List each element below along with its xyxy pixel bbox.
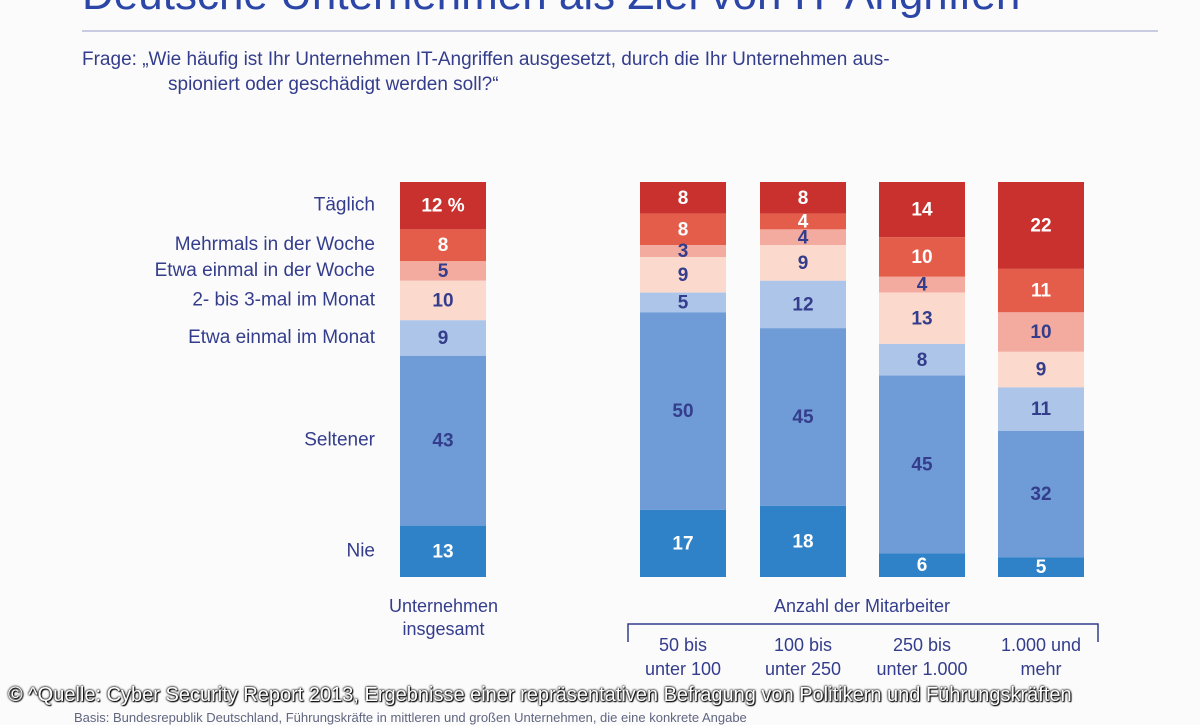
chart-title: Deutsche Unternehmen als Ziel von IT-Ang…: [82, 0, 1020, 20]
bar-segment: [760, 245, 846, 281]
source-credit: © ^Quelle: Cyber Security Report 2013, E…: [8, 684, 1072, 706]
category-label: 100 bis: [774, 635, 832, 655]
data-label: 45: [792, 407, 814, 428]
data-label: 5: [438, 261, 449, 282]
data-label: 12 %: [421, 196, 464, 217]
bar-segment: [998, 268, 1084, 313]
category-label: unter 100: [645, 659, 721, 679]
bar-segment: [640, 213, 726, 246]
category-label: insgesamt: [402, 619, 484, 639]
title-divider: [82, 30, 1158, 32]
bar-segment: [400, 525, 486, 577]
data-label: 10: [1030, 322, 1051, 343]
bar-segment: [879, 292, 965, 344]
bar-segment: [400, 182, 486, 230]
bar-segment: [400, 280, 486, 321]
data-label: 43: [432, 431, 453, 452]
data-label: 8: [917, 350, 928, 371]
data-label: 9: [438, 328, 449, 349]
data-label: 8: [798, 188, 809, 209]
data-label: 8: [678, 219, 689, 240]
data-label: 5: [678, 292, 689, 313]
bar-segment: [998, 351, 1084, 388]
category-label: Unternehmen: [389, 596, 498, 616]
legend-label: Mehrmals in der Woche: [175, 234, 375, 255]
data-label: 45: [911, 454, 933, 475]
bar-segment: [879, 237, 965, 277]
legend-label: Seltener: [304, 430, 375, 451]
data-label: 9: [678, 265, 689, 286]
bar-segment: [879, 182, 965, 238]
bar-segment: [998, 430, 1084, 558]
data-label: 12: [792, 294, 813, 315]
data-label: 5: [1036, 557, 1047, 578]
stacked-bar-chart: 12 %851094313883955017844912451814104138…: [155, 182, 1099, 679]
legend-label: Etwa einmal im Monat: [188, 327, 376, 348]
bar-segment: [760, 280, 846, 329]
bar-segment: [640, 245, 726, 258]
data-label: 14: [911, 200, 933, 221]
data-label: 11: [1031, 399, 1052, 420]
bar-segment: [640, 257, 726, 293]
data-label: 9: [1036, 360, 1047, 381]
category-label: 50 bis: [659, 635, 707, 655]
group-label: Anzahl der Mitarbeiter: [774, 596, 950, 616]
data-label: 9: [798, 253, 809, 274]
bar-segment: [879, 343, 965, 376]
survey-question-line-1: Frage: „Wie häufig ist Ihr Unternehmen I…: [82, 49, 890, 70]
category-label: 250 bis: [893, 635, 951, 655]
data-label: 6: [917, 555, 928, 576]
data-label: 50: [672, 401, 693, 422]
data-label: 32: [1030, 484, 1051, 505]
category-label: unter 1.000: [876, 659, 967, 679]
data-label: 11: [1031, 281, 1052, 302]
legend-label: 2- bis 3-mal im Monat: [192, 290, 375, 311]
category-label: mehr: [1020, 659, 1061, 679]
bar-segment: [760, 213, 846, 230]
bar-segment: [400, 355, 486, 526]
bar-segment: [760, 505, 846, 577]
bar-segment: [998, 312, 1084, 352]
bar-segment: [998, 557, 1084, 577]
bar-segment: [998, 182, 1084, 269]
data-label: 10: [432, 291, 453, 312]
bar-segment: [400, 320, 486, 356]
data-label: 13: [432, 541, 453, 562]
data-label: 8: [678, 188, 689, 209]
bar-segment: [400, 229, 486, 261]
bar-segment: [879, 553, 965, 577]
data-label: 3: [678, 241, 689, 262]
basis-note: Basis: Bundesrepublik Deutschland, Führu…: [74, 710, 747, 725]
bar-segment: [879, 276, 965, 293]
bar-segment: [760, 328, 846, 506]
bar-segment: [760, 182, 846, 214]
data-label: 4: [798, 227, 809, 248]
bar-segment: [640, 182, 726, 214]
data-label: 10: [911, 247, 932, 268]
category-label: unter 250: [765, 659, 841, 679]
bar-segment: [400, 261, 486, 281]
bar-segment: [640, 292, 726, 313]
bar-segment: [760, 229, 846, 246]
data-label: 4: [917, 275, 928, 296]
data-label: 22: [1030, 215, 1051, 236]
bar-segment: [998, 387, 1084, 431]
data-label: 4: [798, 212, 809, 233]
legend-label: Täglich: [314, 195, 375, 216]
data-label: 18: [792, 531, 813, 552]
group-bracket: [627, 623, 1099, 642]
legend-label: Etwa einmal in der Woche: [155, 260, 375, 281]
category-label: 1.000 und: [1001, 635, 1081, 655]
bar-segment: [879, 375, 965, 554]
bar-segment: [640, 509, 726, 577]
legend-label: Nie: [346, 540, 375, 561]
data-label: 17: [672, 533, 693, 554]
data-label: 13: [911, 308, 932, 329]
data-label: 8: [438, 235, 449, 256]
bar-segment: [640, 312, 726, 510]
survey-question-line-2: spioniert oder geschädigt werden soll?“: [168, 74, 499, 95]
